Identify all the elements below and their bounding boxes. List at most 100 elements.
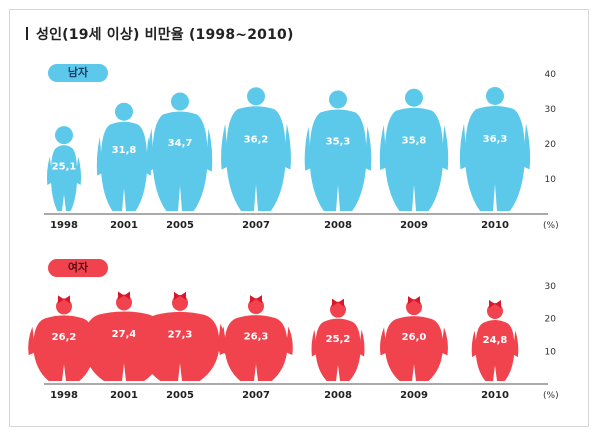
female-figure-left-arm <box>380 327 387 356</box>
male-year-label: 2009 <box>400 220 428 231</box>
female-figure-body <box>384 316 444 381</box>
male-figure-head <box>486 86 504 105</box>
female-year-label: 2007 <box>242 390 270 401</box>
male-year-label: 2001 <box>110 220 138 231</box>
male-figure-body <box>309 109 367 211</box>
female-year-label: 2010 <box>481 390 509 401</box>
female-figure-right-arm <box>285 326 293 356</box>
female-year-label: 2001 <box>110 390 138 401</box>
female-figure-right-arm <box>441 327 448 356</box>
bow-icon <box>489 299 501 308</box>
male-figure-head <box>171 92 189 111</box>
female-year-label: 2009 <box>400 390 428 401</box>
female-year-label: 1998 <box>50 390 78 401</box>
male-figure-right-arm <box>364 126 372 171</box>
male-year-label: 2008 <box>324 220 352 231</box>
male-figure-left-arm <box>459 123 468 170</box>
male-bar-1998: 25,1 <box>46 126 82 211</box>
male-figure-body <box>226 106 286 211</box>
female-bar-2005: 27,3 <box>133 291 227 381</box>
male-figure-head <box>247 87 265 106</box>
male-figure-body <box>384 107 444 211</box>
female-figure-right-arm <box>358 329 365 357</box>
female-bar-2008: 25,2 <box>311 298 365 381</box>
female-value-label: 26,3 <box>244 332 269 343</box>
male-value-label: 36,3 <box>483 134 508 145</box>
male-figure-left-arm <box>96 136 103 176</box>
male-figure-body <box>50 145 78 211</box>
male-ytick-label: 20 <box>545 140 557 150</box>
female-badge: 여자 <box>48 259 108 277</box>
female-ytick-label: 10 <box>545 347 557 357</box>
female-figure-head <box>487 302 503 319</box>
male-figure-right-arm <box>441 125 449 171</box>
male-value-label: 35,3 <box>326 137 351 148</box>
male-figure-body <box>100 121 148 211</box>
male-figure-right-arm <box>75 156 82 186</box>
female-figure-head <box>248 298 264 315</box>
female-unit-label: (%) <box>543 391 559 401</box>
female-figure-body <box>475 319 515 381</box>
male-value-label: 35,8 <box>402 135 427 146</box>
bow-icon <box>118 291 130 300</box>
male-bar-2010: 36,3 <box>459 86 531 211</box>
female-ytick-label: 30 <box>545 282 557 292</box>
bow-icon <box>174 291 186 300</box>
female-value-label: 24,8 <box>483 335 508 346</box>
male-bar-2001: 31,8 <box>96 102 152 211</box>
female-year-label: 2008 <box>324 390 352 401</box>
chart-title-text: 성인(19세 이상) 비만율 (1998~2010) <box>36 27 294 43</box>
male-value-label: 36,2 <box>244 134 269 145</box>
male-figure-body <box>465 105 525 211</box>
male-figure-left-arm <box>147 128 155 172</box>
male-value-label: 31,8 <box>112 145 137 156</box>
male-year-label: 2010 <box>481 220 509 231</box>
female-bar-2009: 26,0 <box>380 296 448 381</box>
male-figure-head <box>405 88 423 107</box>
male-figure-right-arm <box>205 128 213 172</box>
bow-icon <box>332 298 344 307</box>
male-ytick-label: 30 <box>545 105 557 115</box>
female-figure-left-arm <box>28 326 36 356</box>
male-year-label: 2007 <box>242 220 270 231</box>
female-value-label: 26,2 <box>52 332 77 343</box>
female-value-label: 27,3 <box>168 329 193 340</box>
female-figure-left-arm <box>76 323 86 354</box>
male-figure-left-arm <box>379 125 387 171</box>
female-value-label: 26,0 <box>402 332 427 343</box>
female-figure-body <box>224 315 288 381</box>
female-value-label: 25,2 <box>326 334 351 345</box>
male-ytick-label: 10 <box>545 175 557 185</box>
male-unit-label: (%) <box>543 221 559 231</box>
male-ytick-label: 40 <box>545 70 557 80</box>
female-figure-left-arm <box>311 329 318 357</box>
male-bar-2008: 35,3 <box>304 90 372 211</box>
male-year-label: 2005 <box>166 220 194 231</box>
male-bar-2007: 36,2 <box>221 87 291 211</box>
male-figure-left-arm <box>46 156 53 186</box>
title-bar-mark <box>26 27 28 40</box>
male-year-label: 1998 <box>50 220 78 231</box>
female-figure-head <box>406 299 422 316</box>
female-figure-body <box>315 318 361 381</box>
bow-icon <box>58 295 70 304</box>
male-figure-head <box>55 126 73 145</box>
female-bar-2010: 24,8 <box>471 299 519 381</box>
female-value-label: 27,4 <box>112 329 137 340</box>
male-figure-left-arm <box>221 123 229 170</box>
female-figure-right-arm <box>512 330 519 357</box>
male-badge: 남자 <box>48 64 108 82</box>
male-figure-head <box>329 90 347 109</box>
male-figure-right-arm <box>283 123 291 170</box>
chart-title: 성인(19세 이상) 비만율 (1998~2010) <box>26 24 294 44</box>
female-bar-2007: 26,3 <box>219 295 293 381</box>
female-figure-left-arm <box>219 326 227 356</box>
female-figure-head <box>116 294 132 311</box>
male-figure-right-arm <box>522 123 531 170</box>
male-figure-head <box>115 102 133 121</box>
male-figure-left-arm <box>304 126 312 171</box>
bow-icon <box>250 295 262 304</box>
male-value-label: 34,7 <box>168 138 193 149</box>
female-figure-head <box>330 301 346 318</box>
female-figure-head <box>172 294 188 311</box>
